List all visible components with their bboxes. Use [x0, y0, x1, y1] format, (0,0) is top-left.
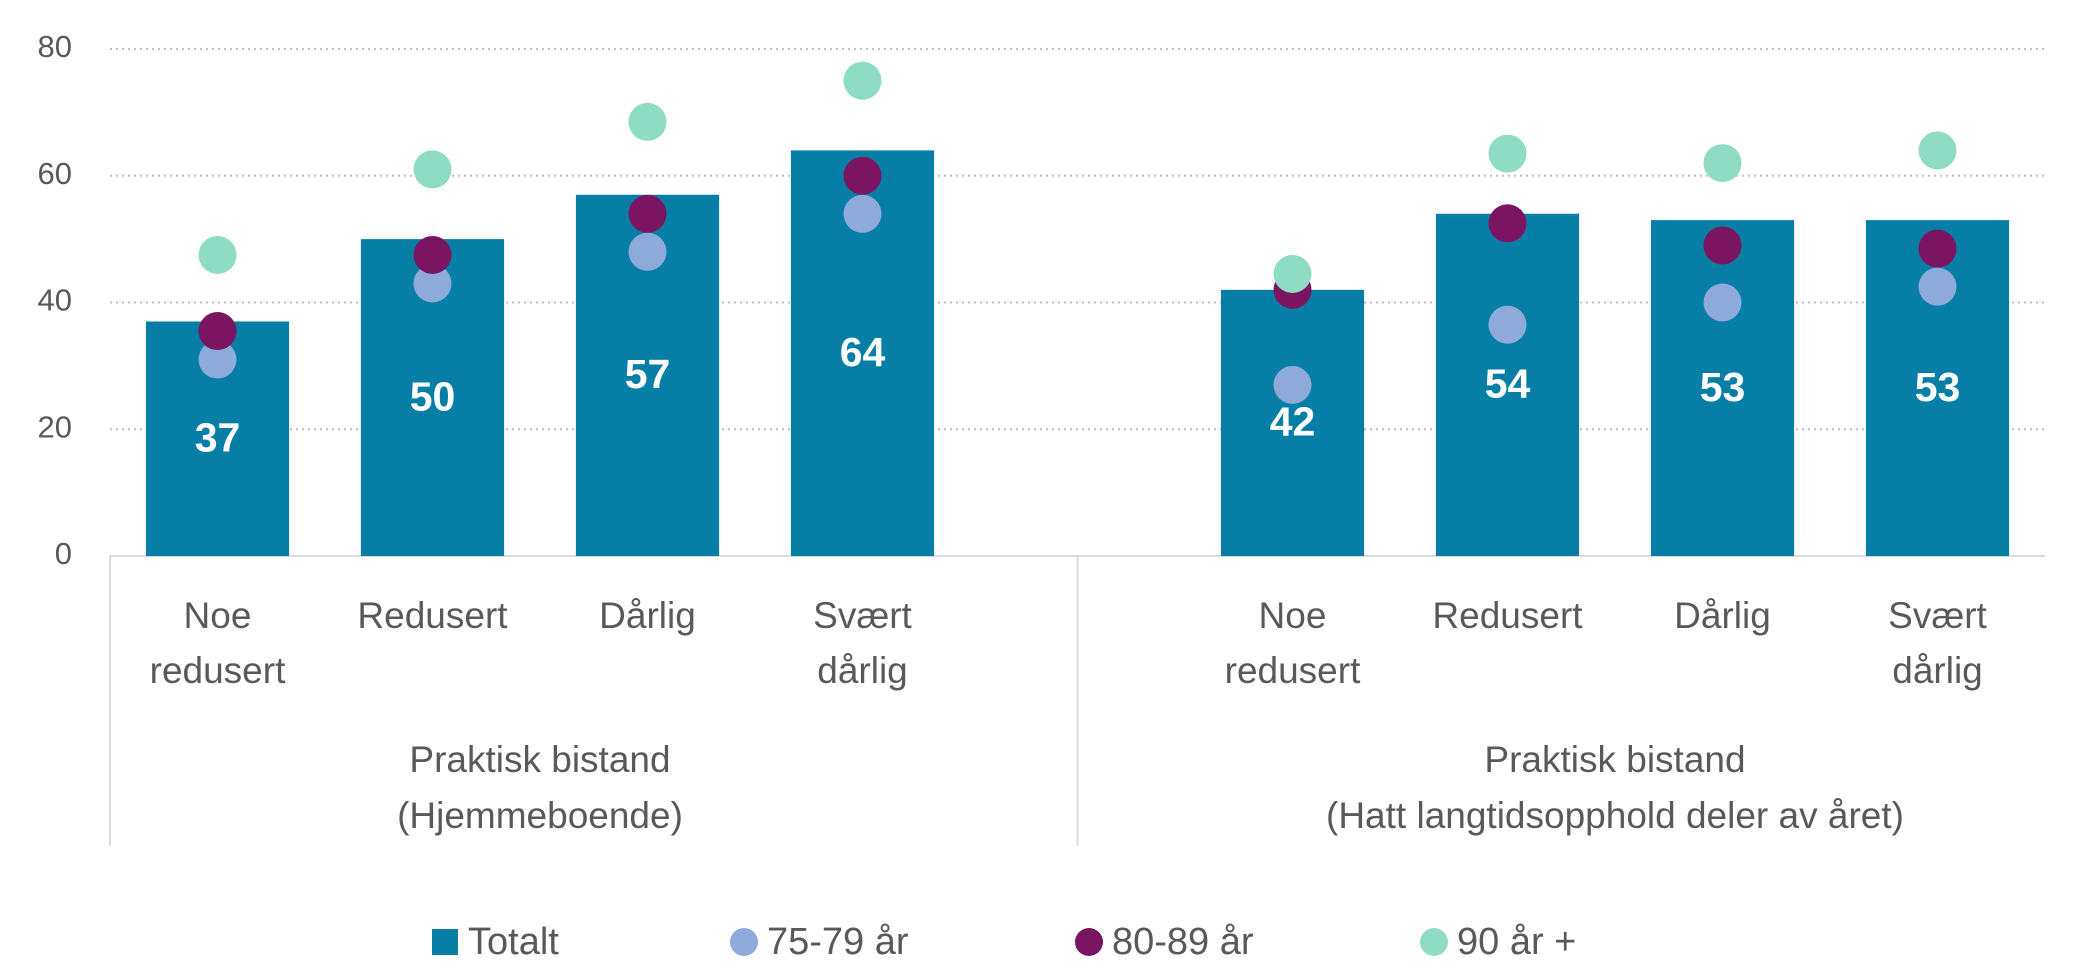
- dot: [628, 102, 667, 141]
- y-tick-label: 60: [38, 156, 72, 191]
- legend-swatch: [1075, 928, 1103, 956]
- legend-swatch: [730, 928, 758, 956]
- value-label: 53: [1915, 364, 1961, 410]
- dot: [198, 312, 237, 351]
- bar: [1435, 213, 1580, 556]
- dot: [1703, 283, 1742, 322]
- y-tick-label: 20: [38, 409, 72, 444]
- x-tick-label: Noe redusert: [1225, 595, 1361, 691]
- dot: [413, 235, 452, 274]
- dot: [1918, 267, 1957, 306]
- dot: [628, 194, 667, 233]
- x-tick-label: Svært dårlig: [1888, 595, 1987, 691]
- dot: [1273, 254, 1312, 293]
- x-tick-label: Dårlig: [599, 595, 696, 636]
- bar: [1220, 289, 1365, 556]
- dot: [1918, 131, 1957, 170]
- dot: [413, 264, 452, 303]
- y-tick-label: 80: [38, 29, 72, 64]
- y-tick-label: 0: [55, 536, 72, 571]
- value-label: 37: [195, 415, 241, 461]
- dot: [1273, 365, 1312, 404]
- x-tick-label: Redusert: [357, 595, 508, 636]
- group-label: (Hatt langtidsopphold deler av året): [1326, 795, 1904, 836]
- dot: [198, 340, 237, 379]
- dot: [1488, 305, 1527, 344]
- value-label: 54: [1485, 361, 1531, 407]
- group-label: Praktisk bistand: [409, 739, 670, 780]
- dot: [843, 156, 882, 195]
- dot: [413, 150, 452, 189]
- dot: [1488, 204, 1527, 243]
- dot: [198, 235, 237, 274]
- legend-label: 80-89 år: [1112, 921, 1254, 963]
- y-tick-label: 40: [38, 283, 72, 318]
- group-label: Praktisk bistand: [1484, 739, 1745, 780]
- legend-swatch: [1420, 928, 1448, 956]
- value-label: 64: [840, 329, 886, 375]
- legend-label: Totalt: [468, 921, 559, 963]
- legend-swatch: [432, 929, 458, 955]
- dot: [1703, 144, 1742, 183]
- dot: [1703, 226, 1742, 265]
- value-label: 50: [410, 373, 456, 419]
- dot: [1918, 229, 1957, 268]
- dot: [628, 232, 667, 271]
- dot: [1488, 134, 1527, 173]
- dot: [843, 61, 882, 100]
- x-tick-label: Redusert: [1432, 595, 1583, 636]
- x-tick-label: Dårlig: [1674, 595, 1771, 636]
- dot: [843, 194, 882, 233]
- legend-label: 75-79 år: [767, 921, 909, 963]
- value-label: 57: [625, 351, 671, 397]
- bar: [1650, 220, 1795, 557]
- x-tick-label: Noe redusert: [150, 595, 286, 691]
- legend-label: 90 år +: [1457, 921, 1576, 963]
- value-label: 53: [1700, 364, 1746, 410]
- group-label: (Hjemmeboende): [397, 795, 683, 836]
- value-label: 42: [1270, 399, 1316, 445]
- x-tick-label: Svært dårlig: [813, 595, 912, 691]
